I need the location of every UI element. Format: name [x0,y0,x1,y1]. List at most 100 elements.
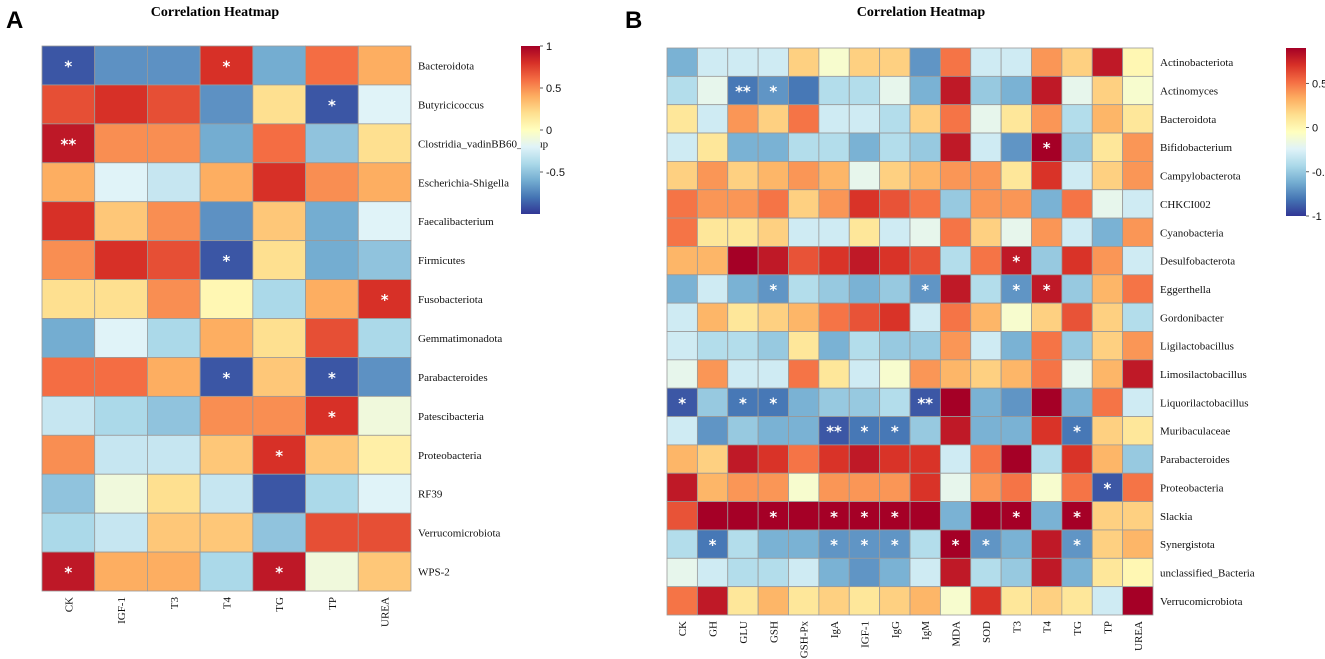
heatmap-cell-Bacteroidota-IGF-1 [94,45,148,86]
heatmap-cell-Muribaculaceae-TP [1091,416,1124,446]
heatmap-cell-Ligilactobacillus-IGF-1 [848,331,881,361]
heatmap-cell-Bacteroidota-GSH-Px [788,104,820,134]
heatmap-cell-Parabacteroides-TG [252,357,306,397]
heatmap-cell-Actinomyces-MDA [939,75,972,106]
heatmap-cell-CHKCI002-TP [1091,189,1124,219]
panel-b-colorbar: 0.5 0 -0.5 -1 [1286,48,1325,223]
heatmap-cell-Gemmatimonadota-TP [305,318,359,358]
heatmap-cell-unclassified_Bacteria-GH [696,557,729,588]
heatmap-cell-Bacteroidota-CK [666,104,698,134]
heatmap-cell-RF39-TG [252,473,306,514]
heatmap-cell-WPS-2-UREA [357,551,412,592]
heatmap-cell-Bifidobacterium-GSH-Px [788,132,820,162]
heatmap-cell-Proteobacteria-T3 [1000,472,1032,503]
heatmap-cell-Actinomyces-UREA [1122,75,1154,106]
heatmap-cell-Bifidobacterium-IgG [879,132,911,162]
heatmap-cell-Synergistota-CK [666,529,698,559]
column-label: TP [1102,621,1114,634]
heatmap-cell-Desulfobacterota-CK [666,246,698,276]
heatmap-cell-Actinomyces-IgA [818,75,850,106]
heatmap-cell-Ligilactobacillus-SOD [970,331,1002,361]
heatmap-cell-Gordonibacter-UREA [1122,302,1154,332]
significance-marker: * [223,369,231,387]
heatmap-cell-Muribaculaceae-GH [696,416,729,446]
heatmap-cell-Patescibacteria-IGF-1 [94,395,148,436]
heatmap-cell-Gordonibacter-SOD [970,302,1002,332]
heatmap-cell-Limosilactobacillus-IgM [909,359,941,389]
heatmap-cell-Patescibacteria-T4 [199,395,254,436]
heatmap-cell-Synergistota-IgA [818,529,850,559]
heatmap-cell-Fusobacteriota-T4 [199,279,254,319]
heatmap-cell-Firmicutes-TP [305,240,359,280]
heatmap-cell-Cyanobacteria-GLU [727,217,759,247]
significance-marker: * [275,564,283,582]
heatmap-cell-Muribaculaceae-T4 [1031,416,1063,446]
heatmap-cell-Bacteroidota-UREA [357,45,412,86]
heatmap-cell-Proteobacteria-IgG [879,472,911,503]
heatmap-cell-Actinobacteriota-UREA [1122,47,1154,77]
heatmap-cell-Parabacteroides-CK [41,357,96,397]
significance-marker: * [1012,508,1020,526]
heatmap-cell-Gemmatimonadota-T3 [147,318,201,358]
significance-marker: * [830,536,838,554]
heatmap-cell-Desulfobacterota-T3 [1000,246,1032,276]
heatmap-cell-Escherichia-Shigella-IGF-1 [94,162,148,203]
heatmap-cell-Actinomyces-IgM [909,75,941,106]
heatmap-cell-Butyricicoccus-CK [41,84,96,125]
panel-a: A Correlation Heatmap * ******* **** * Bact… [6,5,565,627]
colorbar-tick-label: 0.5 [546,83,561,95]
significance-marker: * [891,423,899,441]
heatmap-cell-Actinobacteriota-T4 [1031,47,1063,77]
row-label: CHKCI002 [1160,199,1211,211]
heatmap-cell-Parabacteroides-IgA [818,444,850,474]
heatmap-cell-WPS-2-TP [305,551,359,592]
significance-marker: * [982,536,990,554]
heatmap-cell-Bacteroidota-CK [41,45,96,86]
heatmap-cell-Ligilactobacillus-IgA [818,331,850,361]
heatmap-cell-Eggerthella-GSH [757,274,789,304]
heatmap-cell-Firmicutes-T3 [147,240,201,280]
heatmap-cell-Campylobacterota-T3 [1000,160,1032,191]
significance-marker: * [861,536,869,554]
heatmap-cell-Clostridia_vadinBB60_group-T4 [199,123,254,164]
significance-marker: * [739,394,747,412]
heatmap-cell-Cyanobacteria-IgM [909,217,941,247]
heatmap-cell-Gordonibacter-IgA [818,302,850,332]
heatmap-cell-Slackia-MDA [939,501,972,531]
heatmap-cell-Liquorilactobacillus-IgG [879,387,911,417]
heatmap-cell-Parabacteroides-TP [305,357,359,397]
significance-marker: * [223,57,231,75]
heatmap-cell-Ligilactobacillus-CK [666,331,698,361]
heatmap-cell-Gemmatimonadota-IGF-1 [94,318,148,358]
significance-marker: * [769,83,777,101]
heatmap-cell-Bifidobacterium-SOD [970,132,1002,162]
heatmap-cell-Campylobacterota-GLU [727,160,759,191]
heatmap-cell-Fusobacteriota-TP [305,279,359,319]
row-label: Proteobacteria [418,450,482,462]
heatmap-cell-Clostridia_vadinBB60_group-T3 [147,123,201,164]
heatmap-cell-Parabacteroides-UREA [1122,444,1154,474]
column-label: CK [677,621,689,636]
heatmap-cell-RF39-T3 [147,473,201,514]
row-label: Bifidobacterium [1160,142,1233,154]
heatmap-cell-CHKCI002-CK [666,189,698,219]
heatmap-cell-Desulfobacterota-GH [696,246,729,276]
significance-marker: * [678,394,686,412]
heatmap-cell-unclassified_Bacteria-TP [1091,557,1124,588]
row-label: Limosilactobacillus [1160,369,1247,381]
heatmap-cell-CHKCI002-IgA [818,189,850,219]
heatmap-cell-Verrucomicrobiota-T3 [1000,586,1032,616]
heatmap-cell-Muribaculaceae-UREA [1122,416,1154,446]
heatmap-cell-Gordonibacter-T3 [1000,302,1032,332]
significance-marker: * [64,564,72,582]
heatmap-cell-Gordonibacter-MDA [939,302,972,332]
column-label: SOD [981,621,993,643]
row-label: Ligilactobacillus [1160,341,1234,353]
colorbar [1286,48,1306,216]
heatmap-cell-Synergistota-IgG [879,529,911,559]
row-label: RF39 [418,489,443,501]
heatmap-cell-Proteobacteria-TG [1061,472,1093,503]
heatmap-cell-Muribaculaceae-SOD [970,416,1002,446]
heatmap-cell-Verrucomicrobiota-CK [41,512,96,553]
heatmap-cell-Faecalibacterium-IGF-1 [94,201,148,242]
